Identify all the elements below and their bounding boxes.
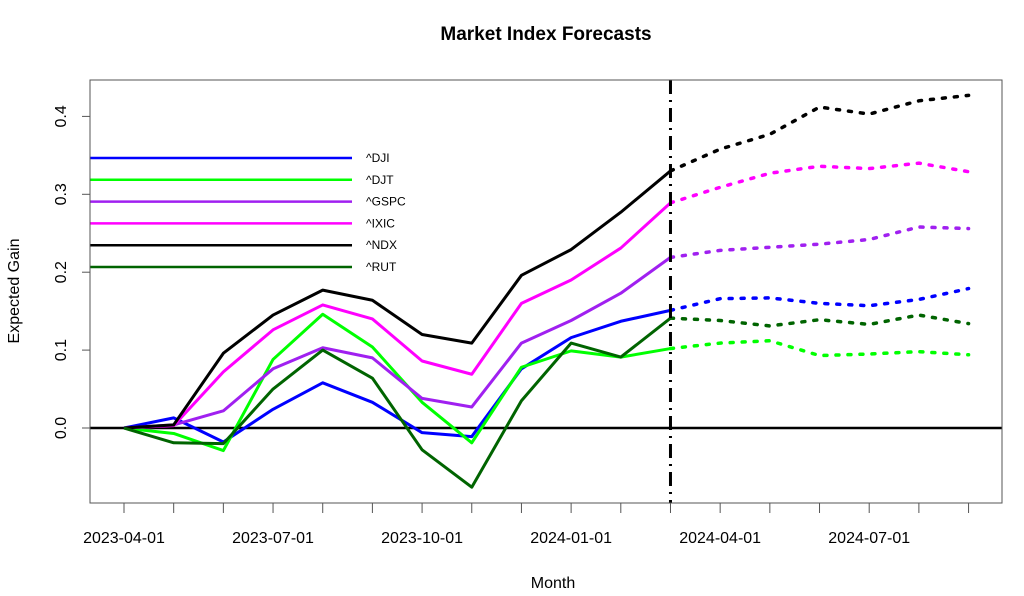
historical-line [123,169,672,430]
historical-line [123,308,671,444]
forecast-line [668,93,971,173]
forecast-line [668,313,971,328]
legend-item: ^IXIC [90,216,395,230]
legend-item: ^GSPC [90,195,406,209]
legend-item: ^NDX [90,238,397,252]
legend: ^DJI ^DJT ^GSPC ^IXIC ^NDX ^RUT [90,151,406,274]
series-gspc [123,225,971,430]
series-dji [123,286,971,444]
legend-item: ^RUT [90,260,397,274]
forecast-line [668,161,971,205]
legend-item: ^DJT [90,173,394,187]
y-tick-label: 0.0 [53,417,70,439]
x-axis: 2023-04-01 2023-07-01 2023-10-01 2024-01-01… [83,503,970,547]
legend-item: ^DJI [90,151,390,165]
legend-label: ^RUT [366,260,397,274]
historical-line [123,312,671,453]
legend-label: ^DJT [366,173,394,187]
historical-line [123,201,672,430]
x-axis-label: Month [531,575,575,592]
forecast-line [668,286,971,313]
y-axis-label: Expected Gain [6,239,23,344]
x-tick-label: 2024-04-01 [679,530,761,547]
y-tick-label: 0.2 [53,261,70,283]
legend-label: ^NDX [366,238,397,252]
series-ixic [123,161,971,430]
y-tick-label: 0.1 [53,339,70,361]
legend-label: ^DJI [366,151,390,165]
x-tick-label: 2024-01-01 [530,530,612,547]
x-tick-label: 2023-07-01 [232,530,314,547]
x-tick-label: 2023-10-01 [381,530,463,547]
y-axis: 0.0 0.1 0.2 0.3 0.4 [53,105,90,439]
series-rut [123,313,971,489]
historical-line [123,316,672,489]
forecast-line [668,225,971,260]
plot-frame [89,79,1003,504]
y-tick-label: 0.4 [53,105,70,127]
y-tick-label: 0.3 [53,183,70,205]
legend-label: ^GSPC [366,195,406,209]
series-djt [123,312,971,453]
historical-line [123,256,672,430]
chart-title: Market Index Forecasts [440,24,651,45]
series-ndx [123,93,971,430]
series-lines [90,80,1002,503]
legend-label: ^IXIC [366,216,395,230]
x-tick-label: 2024-07-01 [828,530,910,547]
x-tick-label: 2023-04-01 [83,530,165,547]
forecast-line [668,338,971,358]
